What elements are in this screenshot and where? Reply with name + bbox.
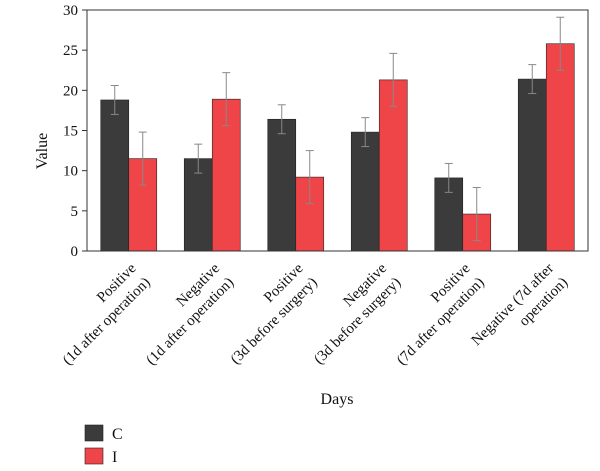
legend-label-C: C <box>112 426 123 443</box>
bars-layer <box>101 44 575 251</box>
bar-I-6 <box>546 44 574 251</box>
y-tick-label: 15 <box>63 124 78 140</box>
error-bars-layer <box>111 17 565 240</box>
y-tick-label: 10 <box>63 164 78 180</box>
legend-item-C: C <box>85 425 123 443</box>
x-category-label-1: Positive(1d after operation) <box>46 260 154 368</box>
y-tick-label: 5 <box>71 204 79 220</box>
legend: CI <box>85 425 123 466</box>
bar-C-1 <box>101 100 129 251</box>
bar-C-6 <box>518 79 546 251</box>
legend-swatch-I <box>85 448 103 464</box>
legend-label-I: I <box>112 449 117 466</box>
y-tick-label: 0 <box>71 244 79 260</box>
y-axis-title: Value <box>34 133 51 169</box>
bar-C-3 <box>268 119 296 251</box>
x-category-label-5: Positive(7d after operation) <box>380 260 488 368</box>
plot-frame <box>87 10 588 251</box>
x-category-label-6: Negative (7d afteroperation) <box>469 261 572 364</box>
legend-item-I: I <box>85 448 117 466</box>
bar-C-4 <box>351 132 379 251</box>
legend-swatch-C <box>85 425 103 441</box>
axes-layer <box>87 10 588 251</box>
x-category-label-3: Positive(3d before surgery) <box>214 260 321 367</box>
x-category-labels: Positive(1d after operation) Negative(1d … <box>46 260 571 368</box>
x-category-label-4: Negative(3d before surgery) <box>297 260 404 367</box>
y-ticks-layer: 0 5 10 15 20 25 30 <box>63 3 87 260</box>
y-tick-label: 30 <box>63 3 78 19</box>
y-tick-label: 25 <box>63 43 78 59</box>
x-axis-title: Days <box>321 391 354 408</box>
y-tick-label: 20 <box>63 83 78 99</box>
x-category-label-2: Negative(1d after operation) <box>129 260 237 368</box>
